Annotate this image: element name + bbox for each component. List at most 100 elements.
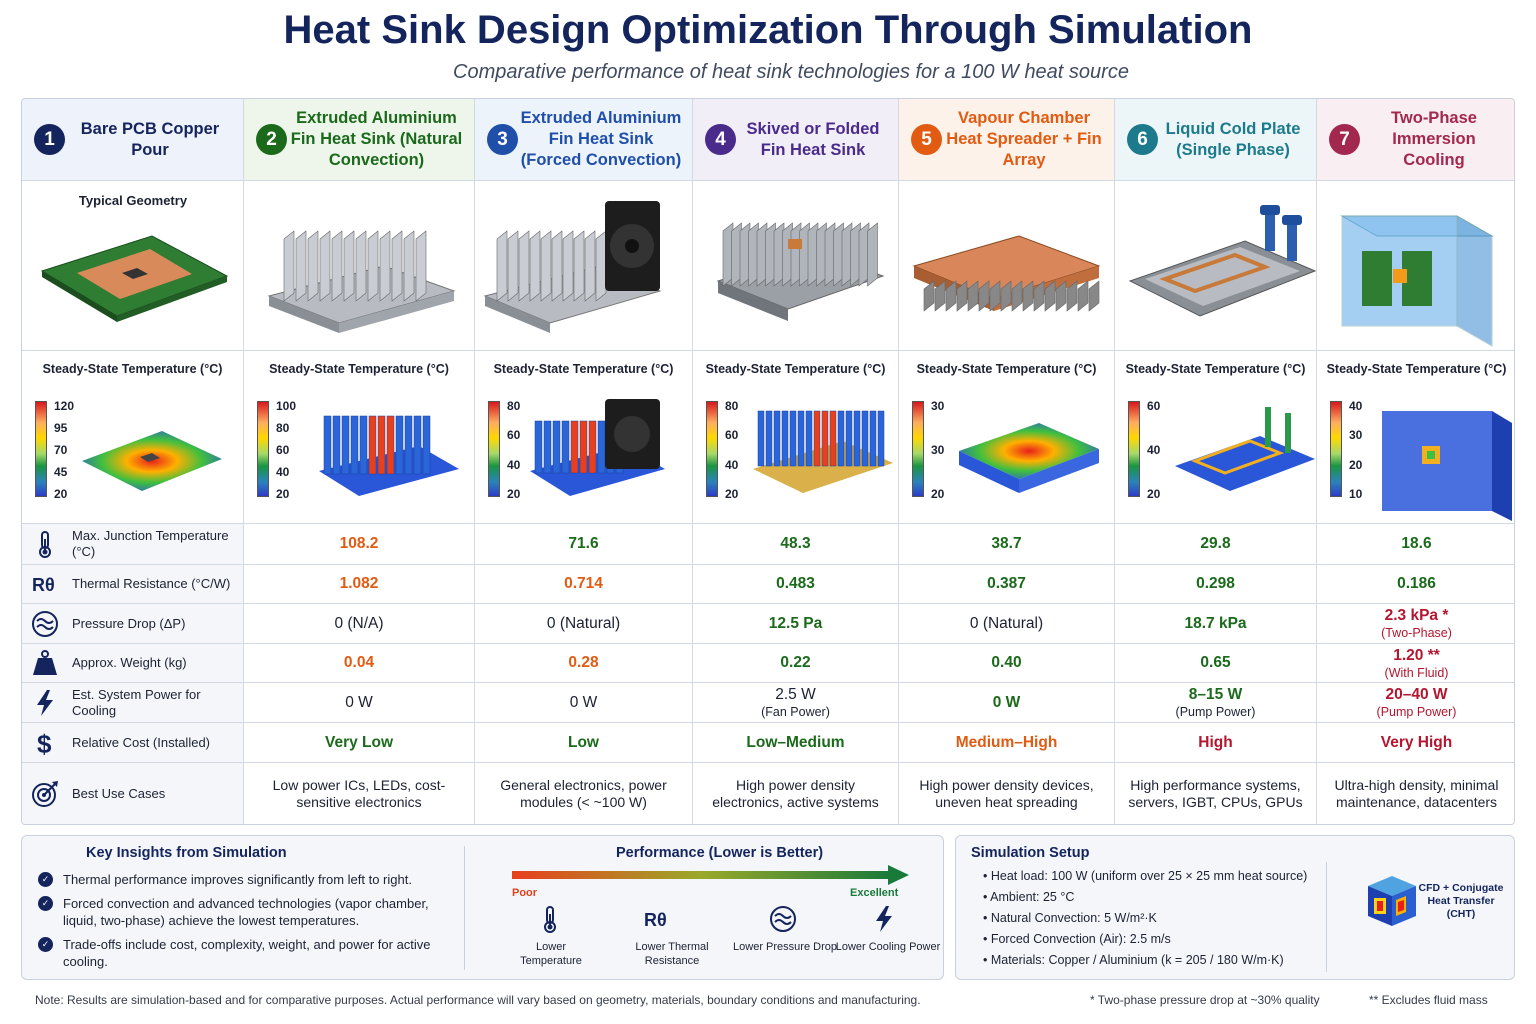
insight-item: ✓ Trade-offs include cost, complexity, we… [38,936,458,970]
thermometer-icon [535,904,565,939]
pressure-icon [30,609,60,639]
value-text: 20–40 W [1385,686,1448,703]
value-text: High [1198,733,1233,751]
page-title: Heat Sink Design Optimization Through Si… [283,8,1253,52]
temperature-label: Steady-State Temperature (°C) [916,362,1097,376]
value-text: 0.40 [991,654,1022,671]
tech-header-1: 1 Bare PCB Copper Pour [22,99,244,181]
geometry-cell [244,181,475,351]
tech-number-badge: 1 [34,124,65,155]
colorbar-tick: 70 [54,443,68,457]
value-text: Low–Medium [746,733,845,751]
metric-value: 0 W [475,683,693,723]
value-text: 18.7 kPa [1184,614,1247,632]
metric-value: 2.5 W (Fan Power) [693,683,899,723]
vapour-chamber-icon [912,235,1101,312]
divider [464,846,465,970]
metric-value: Low power ICs, LEDs, cost-sensitive elec… [244,763,475,824]
temperature-map-cell: Steady-State Temperature (°C) 80 60 40 20 [693,351,899,524]
value-text: 2.5 W [775,686,816,703]
insight-item: ✓ Forced convection and advanced technolo… [38,895,458,929]
heatsink-fan-icon [483,201,662,333]
tech-number-badge: 6 [1127,124,1158,155]
footnote: Note: Results are simulation-based and f… [35,993,921,1007]
metric-value: 0 (Natural) [475,604,693,644]
value-text: 0 (N/A) [334,614,384,632]
colorbar-tick: 120 [54,399,75,413]
metric-value: General electronics, power modules (< ~1… [475,763,693,824]
tech-number-badge: 3 [487,124,518,155]
performance-item-label: Lower Cooling Power [835,941,941,953]
value-text: 0.28 [568,654,599,671]
metric-label: Est. System Power for Cooling [22,683,244,723]
metric-label: Max. Junction Temperature (°C) [22,524,244,565]
metric-value: 29.8 [1115,524,1317,565]
thermometer-icon [30,529,60,559]
temperature-map-cell: Steady-State Temperature (°C) 40 30 20 10 [1317,351,1514,524]
use-case-text: Low power ICs, LEDs, cost-sensitive elec… [272,776,446,810]
metric-value: 0 W [899,683,1115,723]
value-text: 0.65 [1200,654,1231,671]
tech-name: Extruded Aluminium Fin Heat Sink (Natura… [290,109,463,169]
metric-label-text: Approx. Weight (kg) [72,655,187,670]
value-text: 0 W [992,693,1021,711]
temperature-label: Steady-State Temperature (°C) [42,362,223,376]
metric-value: 0.04 [244,644,475,683]
key-insights-panel: Key Insights from Simulation ✓ Thermal pe… [21,835,944,980]
tech-header-3: 3 Extruded Aluminium Fin Heat Sink (Force… [475,99,693,181]
colorbar-tick: 80 [507,399,521,413]
tech-name: Two-Phase Immersion Cooling [1391,109,1477,169]
value-text: 0.04 [343,654,375,671]
metric-value: Low–Medium [693,723,899,763]
colorbar-tick: 20 [1147,487,1161,501]
colorbar-tick: 30 [1349,428,1363,443]
pcb-icon [40,235,229,322]
value-subtext: (Fan Power) [761,705,830,719]
temperature-contour-image [1175,407,1315,491]
colorbar-tick: 95 [54,421,68,435]
metric-value: 18.6 [1317,524,1514,565]
colorbar-tick: 10 [1349,487,1363,501]
value-text: 2.3 kPa * [1384,607,1449,624]
metric-value: 2.3 kPa * (Two-Phase) [1317,604,1514,644]
tech-name: Liquid Cold Plate (Single Phase) [1165,119,1301,159]
colorbar-tick: 20 [276,487,290,501]
metric-label: Pressure Drop (ΔP) [22,604,244,644]
metric-label-text: Relative Cost (Installed) [72,734,210,750]
geometry-cell [1115,181,1317,351]
value-text: 0.186 [1397,575,1436,592]
metric-value: Very High [1317,723,1514,763]
value-text: 0 W [569,693,598,711]
value-text: 0.483 [776,575,815,592]
dollar-icon: $ [30,728,60,759]
svg-text:Rθ: Rθ [644,910,667,930]
colorbar-tick: 20 [54,487,68,501]
colorbar-tick: 20 [507,487,521,501]
cold-plate-icon [1128,205,1316,317]
temperature-map-cell: Steady-State Temperature (°C) 120 95 70 45 20 [22,351,244,524]
colorbar-tick: 40 [276,465,290,479]
geometry-cell [693,181,899,351]
check-icon: ✓ [38,937,53,952]
metric-value: 0.65 [1115,644,1317,683]
value-text: 1.20 ** [1393,646,1440,664]
metric-label-text: Max. Junction Temperature (°C) [72,528,229,559]
colorbar-tick: 100 [276,399,297,413]
cfd-cube-icon [1368,876,1416,926]
page-subtitle: Comparative performance of heat sink tec… [453,61,1129,83]
temperature-label: Steady-State Temperature (°C) [493,362,674,376]
metric-label-text: Best Use Cases [72,785,166,801]
performance-item-label: Lower Temperature [520,941,582,967]
metric-value: High power density electronics, active s… [693,763,899,824]
use-case-text: Ultra-high density, minimal maintenance,… [1334,776,1499,810]
footnote-fluid-mass: ** Excludes fluid mass [1369,993,1488,1007]
metric-value: 18.7 kPa [1115,604,1317,644]
colorbar [1128,401,1140,497]
colorbar-tick: 60 [507,428,521,443]
setup-item: • Heat load: 100 W (uniform over 25 × 25… [983,869,1308,883]
geometry-cell [1317,181,1514,351]
metric-label-text: Est. System Power for Cooling [72,686,201,718]
svg-text:$: $ [37,729,52,758]
tech-number-badge: 2 [256,124,287,155]
tech-header-7: 7 Two-Phase Immersion Cooling [1317,99,1514,181]
